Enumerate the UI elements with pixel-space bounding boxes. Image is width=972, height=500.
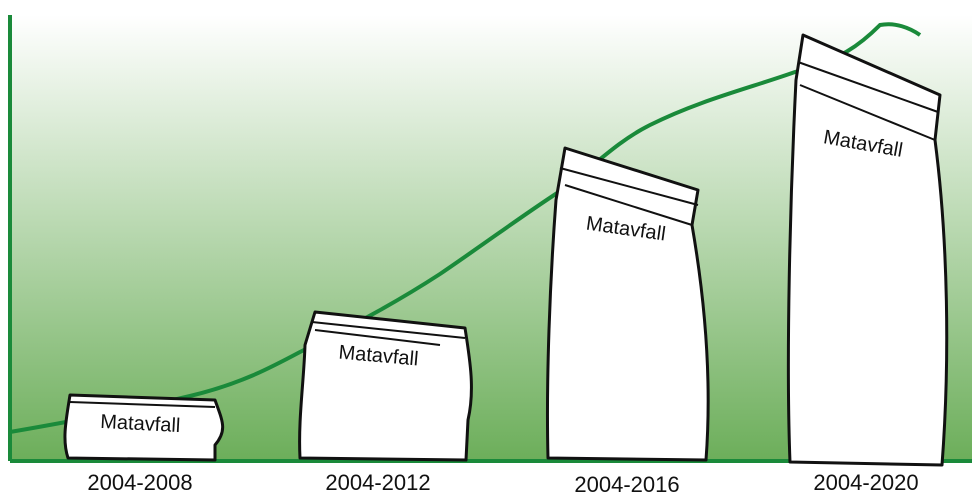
bag-1: Matavfall <box>63 393 225 462</box>
bag-fold <box>69 401 216 408</box>
bag-shape <box>298 310 473 462</box>
period-label: 2004-2020 <box>813 470 918 495</box>
bag-4: Matavfall <box>786 33 949 467</box>
bag-fold <box>797 61 939 141</box>
period-label: 2004-2012 <box>325 470 430 495</box>
bag-shape <box>786 33 949 467</box>
bag-2: Matavfall <box>298 310 473 462</box>
bag-shape <box>545 146 710 462</box>
period-label: 2004-2008 <box>87 470 192 495</box>
bag-fold <box>311 321 466 346</box>
bag-shape <box>63 393 225 462</box>
bag-3: Matavfall <box>545 146 710 462</box>
bag-fold <box>559 167 699 226</box>
bag-label: Matavfall <box>100 411 181 437</box>
period-label: 2004-2016 <box>574 472 679 497</box>
